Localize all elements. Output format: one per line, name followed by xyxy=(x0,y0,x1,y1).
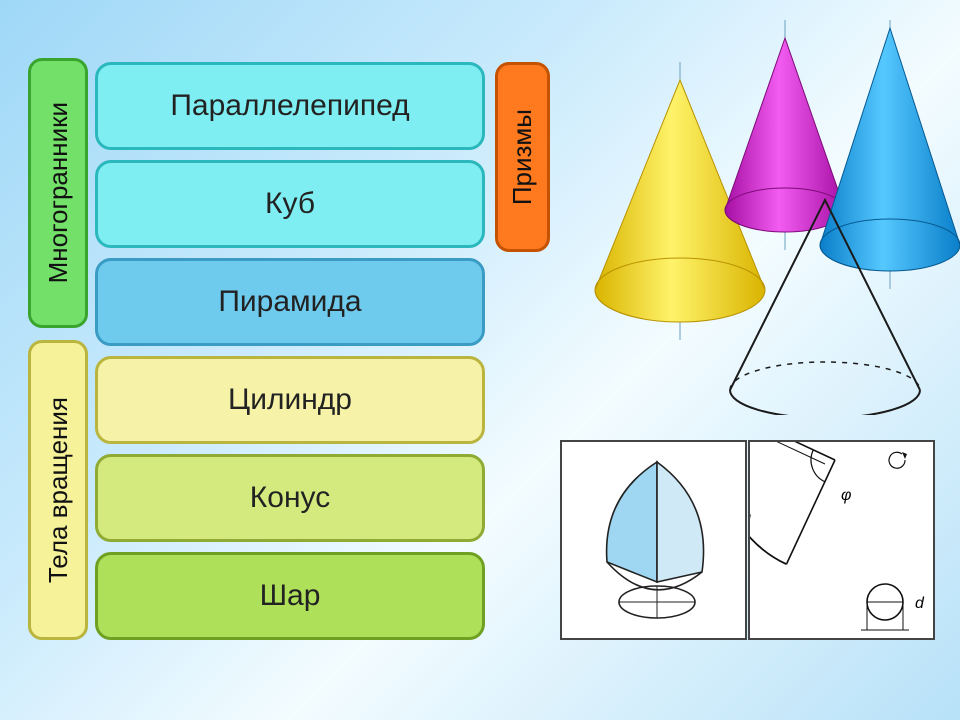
svg-text:d: d xyxy=(915,595,925,612)
shape-tab-label: Пирамида xyxy=(218,285,361,319)
shape-tab[interactable]: Цилиндр xyxy=(95,356,485,444)
shape-tab-label: Куб xyxy=(265,187,315,221)
shape-tab-label: Конус xyxy=(250,481,330,515)
cones-illustration xyxy=(560,20,960,415)
shape-tab-label: Цилиндр xyxy=(228,383,352,417)
shape-tab[interactable]: Пирамида xyxy=(95,258,485,346)
category-polyhedra[interactable]: Многогранники xyxy=(28,58,88,328)
category-prisms-label: Призмы xyxy=(507,109,538,205)
category-prisms[interactable]: Призмы xyxy=(495,62,550,252)
category-polyhedra-label: Многогранники xyxy=(43,102,74,283)
category-rotation-label: Тела вращения xyxy=(43,397,74,583)
cone-sector-diagram: φLπdd xyxy=(748,440,935,640)
shape-tab[interactable]: Куб xyxy=(95,160,485,248)
cone-unfold-diagram xyxy=(560,440,747,640)
category-rotation-bodies[interactable]: Тела вращения xyxy=(28,340,88,640)
shape-tab[interactable]: Шар xyxy=(95,552,485,640)
shape-tab[interactable]: Конус xyxy=(95,454,485,542)
shape-tab[interactable]: Параллелепипед xyxy=(95,62,485,150)
shape-tab-label: Шар xyxy=(260,579,321,613)
svg-text:πd: πd xyxy=(750,513,751,530)
shape-tab-label: Параллелепипед xyxy=(170,89,409,123)
slide-stage: Многогранники Тела вращения Призмы Парал… xyxy=(0,0,960,720)
svg-text:φ: φ xyxy=(841,487,851,504)
